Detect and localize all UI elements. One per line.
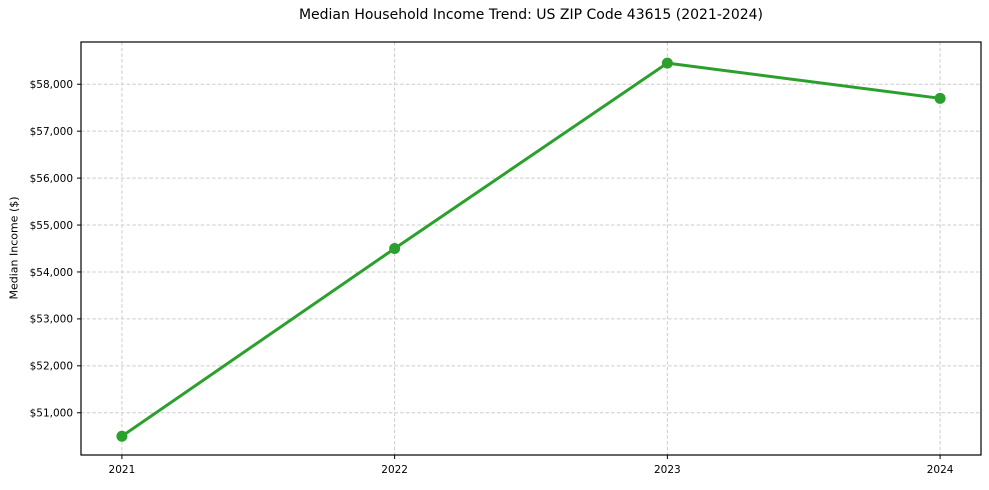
x-tick-label: 2022 <box>381 464 408 476</box>
data-point-marker <box>116 430 128 442</box>
plot-border <box>80 41 982 456</box>
x-tick-label: 2021 <box>109 464 136 476</box>
y-tick-label: $54,000 <box>30 267 73 279</box>
x-tick-label: 2024 <box>927 464 954 476</box>
y-tick-label: $53,000 <box>30 314 73 326</box>
y-tick-label: $58,000 <box>30 79 73 91</box>
data-point-marker <box>934 92 946 104</box>
y-tick-label: $55,000 <box>30 220 73 232</box>
data-point-marker <box>389 243 401 254</box>
y-tick-label: $52,000 <box>30 361 73 373</box>
y-tick-label: $57,000 <box>30 126 73 138</box>
x-tick-label: 2023 <box>654 464 681 476</box>
chart-title: Median Household Income Trend: US ZIP Co… <box>298 7 764 23</box>
trend-line <box>120 61 942 438</box>
y-tick-label: $56,000 <box>30 173 73 185</box>
y-tick-label: $51,000 <box>30 408 73 420</box>
data-point-marker <box>661 57 673 69</box>
